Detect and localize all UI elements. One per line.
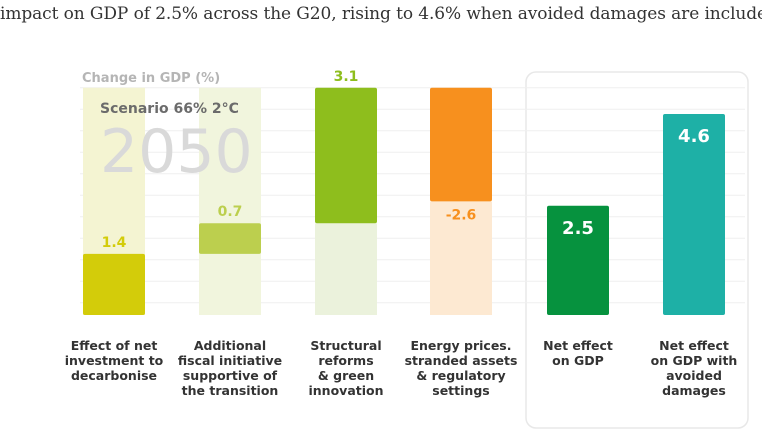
category-label: Effect of net investment to decarbonise — [64, 338, 164, 383]
bar — [430, 87, 492, 202]
category-label: Energy prices. stranded assets & regulator… — [404, 338, 518, 398]
category-label: Net effect on GDP with avoided damages — [650, 338, 738, 398]
value-label: 0.7 — [218, 204, 243, 220]
value-labels: 1.4 0.7 3.1 -2.6 2.5 4.6 — [102, 69, 710, 251]
value-label: 4.6 — [678, 126, 710, 147]
category-label: Additional fiscal initiative supportive of… — [177, 338, 283, 398]
bar — [547, 205, 609, 315]
bar — [663, 113, 725, 315]
value-label: 2.5 — [562, 218, 594, 239]
category-label: Net effect on GDP — [543, 338, 613, 368]
value-label: 3.1 — [334, 69, 359, 85]
year-watermark: 2050 — [100, 117, 253, 187]
intro-text: impact on GDP of 2.5% across the G20, ri… — [0, 4, 762, 28]
value-label: 1.4 — [102, 235, 127, 251]
bars — [83, 87, 725, 315]
category-label: Structural reforms & green innovation — [308, 338, 384, 398]
ghost-base — [430, 201, 492, 315]
bar — [83, 253, 145, 315]
ghost-column — [199, 87, 261, 315]
ghost-base — [315, 223, 377, 315]
scenario-label: Scenario 66% 2°C — [100, 101, 239, 117]
bar — [315, 87, 377, 224]
y-axis-label: Change in GDP (%) — [82, 71, 220, 86]
value-label: -2.6 — [446, 207, 477, 223]
intro-sentence: impact on GDP of 2.5% across the G20, ri… — [0, 4, 762, 24]
bar — [199, 223, 261, 254]
chart-gridlines — [80, 87, 745, 304]
